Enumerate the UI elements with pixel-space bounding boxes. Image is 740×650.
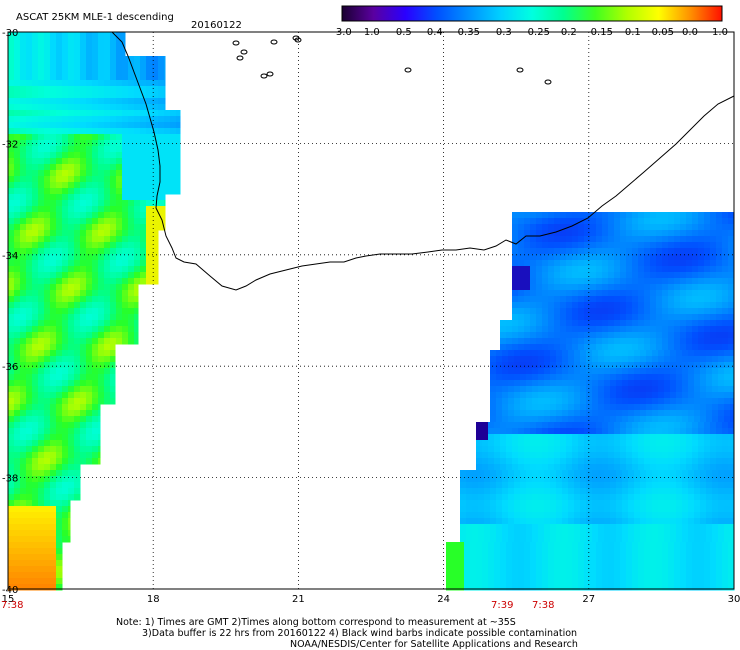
island-outline — [404, 67, 412, 73]
latitude-tick-label: -36 — [2, 362, 18, 373]
longitude-tick-label: 15 — [2, 594, 15, 605]
latitude-tick-label: -40 — [2, 585, 18, 596]
time-label-right: 7:38 — [532, 600, 555, 611]
island-outline — [266, 71, 274, 77]
map-frame — [7, 31, 735, 590]
wind-swaths — [8, 32, 735, 591]
island-outline — [294, 37, 302, 43]
note-line-1: Note: 1) Times are GMT 2)Times along bot… — [116, 617, 516, 628]
longitude-tick-label: 24 — [437, 594, 450, 605]
latitude-tick-label: -34 — [2, 251, 18, 262]
island-outline — [544, 79, 552, 85]
island-outline — [260, 73, 268, 79]
island-outline — [516, 67, 524, 73]
island-outline — [236, 55, 244, 61]
colorbar — [341, 5, 723, 22]
time-label-middle: 7:39 — [491, 600, 514, 611]
island-outline — [240, 49, 248, 55]
note-line-2: 3)Data buffer is 22 hrs from 20160122 4)… — [142, 628, 578, 639]
note-line-3: NOAA/NESDIS/Center for Satellite Applica… — [290, 639, 578, 650]
axis-labels: 15 18 21 24 27 30 -30 -32 -34 -36 -38 -40 — [2, 28, 740, 605]
longitude-tick-label: 30 — [728, 594, 740, 605]
coastline — [111, 31, 735, 291]
figure-title: ASCAT 25KM MLE-1 descending — [16, 12, 174, 23]
island-outline — [232, 40, 240, 46]
longitude-tick-label: 27 — [582, 594, 595, 605]
colorbar-gradient — [341, 5, 723, 22]
island-outline — [270, 39, 278, 45]
figure-date: 20160122 — [191, 20, 242, 31]
coastline-path — [111, 31, 735, 291]
longitude-tick-label: 18 — [147, 594, 160, 605]
time-label-left: 7:38 — [1, 600, 24, 611]
lat-lon-grid — [8, 32, 734, 589]
longitude-tick-label: 21 — [292, 594, 305, 605]
latitude-tick-label: -30 — [2, 28, 18, 39]
latitude-tick-label: -32 — [2, 139, 18, 150]
latitude-tick-label: -38 — [2, 474, 18, 485]
